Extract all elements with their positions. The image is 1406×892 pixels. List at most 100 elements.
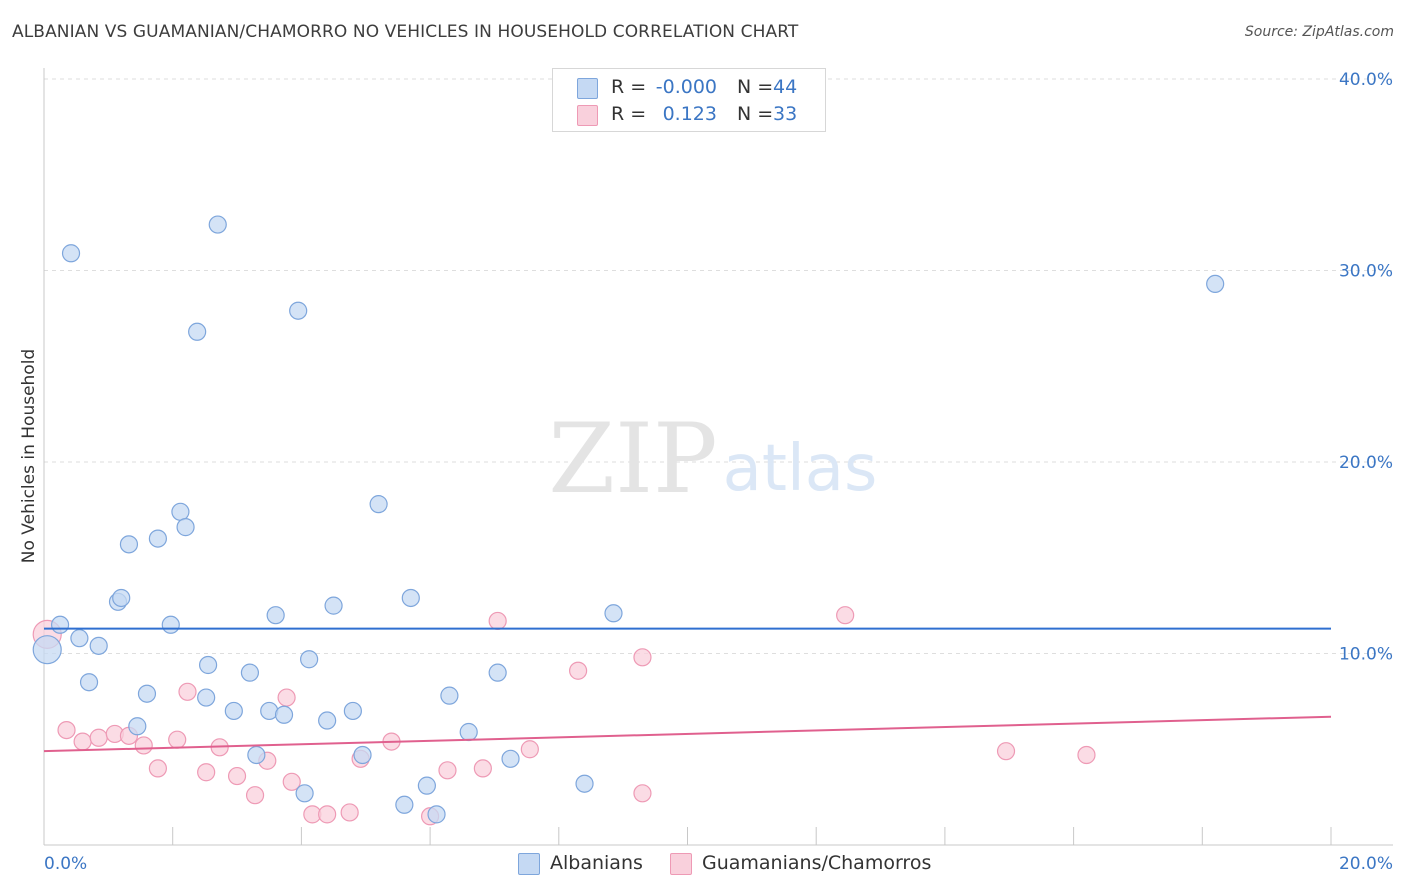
guamanian-point [1077,745,1096,765]
albanian-point [89,636,108,655]
x-tick-label-max: 20.0% [1339,854,1393,874]
albanian-point [208,215,227,234]
guamanians-swatch [577,105,598,126]
albanian-point [119,535,139,554]
albanians-legend-label: Albanians [550,852,643,874]
albanian-point [395,795,414,814]
guamanian-point [178,682,197,701]
guamanians-legend-label: Guamanians/Chamorros [702,852,932,874]
legend-n-value: 44 [773,76,798,98]
guamanian-point [197,763,216,782]
guamanian-point [148,759,167,778]
guamanians-legend-swatch [670,853,692,875]
albanian-point [369,495,388,514]
data-points [32,215,1225,826]
legend-r-label: R = [611,103,647,125]
legend-n-label: N = [737,103,774,125]
albanian-point [240,663,260,682]
chart-title: ALBANIAN VS GUAMANIAN/CHAMORRO NO VEHICL… [12,22,799,42]
guamanian-point [996,742,1016,761]
albanian-point [343,701,362,721]
albanian-point [318,711,337,730]
albanian-point [274,705,294,724]
guamanian-point [473,759,492,778]
albanian-point [427,805,446,824]
albanian-point [488,663,507,682]
albanian-point [300,650,319,669]
albanian-point [440,686,459,705]
guamanian-trend-line [43,715,1332,753]
guamanian-point [836,606,855,625]
guamanian-point [569,661,588,680]
guamanian-point [340,803,359,822]
albanian-point [1206,274,1225,294]
albanian-point [247,745,266,765]
guamanian-point [73,732,92,751]
watermark-atlas: atlas [723,432,878,506]
albanian-point [401,588,420,608]
source-label: Source: ZipAtlas.com [1244,24,1394,40]
legend-n-label: N = [737,76,774,98]
albanian-point [289,301,308,320]
grid-lines [44,78,1393,654]
watermark-zip: ZIP [548,403,717,515]
albanian-point [188,322,207,341]
albanian-point [324,596,343,615]
guamanian-point [633,648,652,667]
guamanian-point [168,730,187,749]
legend-n-value: 33 [773,103,798,125]
x-tick-label-min: 0.0% [44,854,87,874]
albanian-point [137,684,157,703]
trend-lines [43,627,1332,753]
albanian-point [295,784,314,803]
albanian-point [171,502,190,521]
albanian-point [260,701,279,721]
albanian-point [459,722,478,742]
albanian-point [604,604,623,623]
guamanian-point [438,761,457,780]
guamanian-point [520,740,539,759]
y-tick-labels: 10.0% 20.0% 30.0% 40.0% [1339,70,1393,665]
guamanian-point [245,786,265,805]
albanian-point [575,774,594,793]
albanian-point [61,244,81,263]
guamanian-point [488,611,507,631]
y-tick-label: 40.0% [1339,70,1393,90]
guamanian-point [227,766,247,786]
guamanian-point [318,805,337,824]
albanian-point [79,673,99,692]
albanian-point [353,745,372,765]
legend-r-label: R = [611,76,647,98]
albanian-point [266,606,285,625]
albanian-point [417,776,436,795]
albanian-point [32,635,62,665]
albanian-point [161,615,180,634]
guamanian-point [277,688,296,707]
albanian-point [112,588,131,608]
albanians-swatch [577,78,598,99]
albanian-point [198,655,218,675]
albanian-point [501,749,520,768]
albanian-point [224,701,243,721]
correlation-legend: R = -0.000 N = 44 R = 0.123 N = 33 [552,68,826,132]
y-tick-label: 30.0% [1339,262,1393,282]
y-tick-label: 10.0% [1339,645,1393,665]
legend-r-value: 0.123 [662,103,717,125]
y-tick-label: 20.0% [1339,453,1393,473]
guamanian-point [89,728,108,747]
axes [43,68,1393,846]
albanian-point [128,717,147,736]
guamanian-point [134,736,153,755]
guamanian-point [633,784,652,803]
albanian-point [70,629,89,648]
guamanian-point [57,720,76,740]
albanian-point [148,529,167,548]
albanians-legend-swatch [518,853,540,875]
albanian-point [176,518,195,537]
guamanian-point [282,772,301,791]
y-axis-label: No Vehicles in Household [19,349,39,563]
legend-r-value: -0.000 [655,76,717,98]
albanian-point [50,615,70,634]
albanian-point [197,688,216,707]
